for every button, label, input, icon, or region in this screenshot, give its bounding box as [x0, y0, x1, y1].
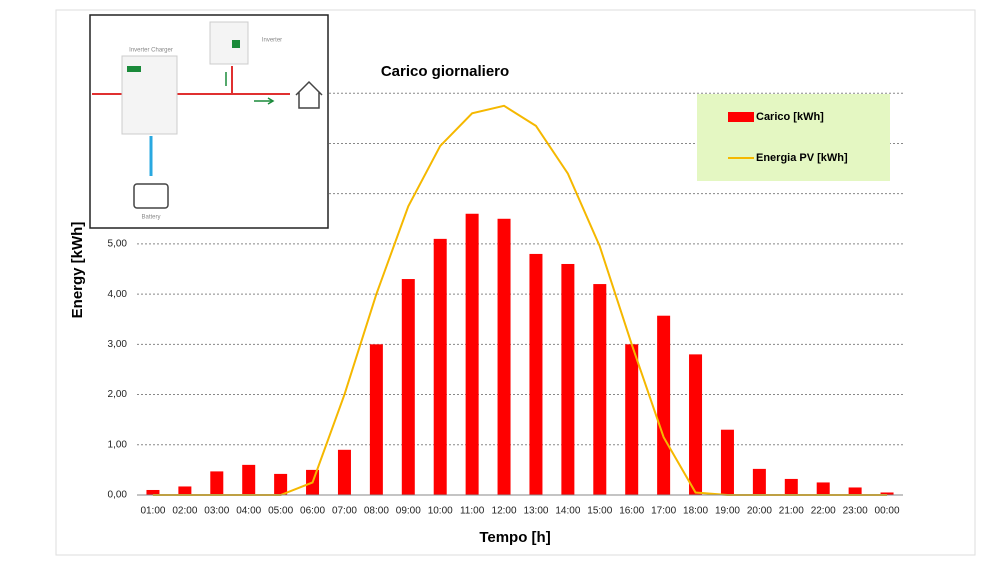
x-tick-label: 20:00	[747, 506, 772, 517]
y-tick-label: 5,00	[108, 239, 128, 250]
bar	[369, 344, 383, 495]
x-tick-label: 21:00	[779, 506, 804, 517]
y-axis-title: Energy [kWh]	[69, 222, 86, 319]
legend-label: Energia PV [kWh]	[756, 152, 848, 164]
x-tick-label: 04:00	[236, 506, 261, 517]
bar	[848, 487, 862, 495]
bar	[689, 354, 703, 495]
bar	[816, 482, 830, 495]
inset-label: Battery	[141, 215, 160, 221]
bar	[178, 486, 192, 495]
x-tick-label: 03:00	[204, 506, 229, 517]
bar	[561, 263, 575, 495]
house-icon	[295, 80, 323, 109]
inverter-icon	[209, 21, 249, 65]
bar	[401, 279, 415, 495]
y-tick-label: 1,00	[108, 439, 128, 450]
arrow-head	[267, 97, 275, 105]
bar	[720, 429, 734, 495]
battery-icon	[133, 183, 169, 209]
legend-swatch	[728, 112, 754, 122]
legend-box	[697, 94, 890, 181]
bar	[337, 449, 351, 495]
chart-title: Carico giornaliero	[381, 63, 509, 80]
x-tick-label: 06:00	[300, 506, 325, 517]
x-tick-label: 23:00	[843, 506, 868, 517]
x-tick-label: 19:00	[715, 506, 740, 517]
x-tick-label: 11:00	[460, 506, 485, 517]
bar	[146, 489, 160, 495]
bar	[497, 218, 511, 495]
bar	[210, 471, 224, 495]
x-axis-title: Tempo [h]	[479, 529, 550, 546]
display-icon	[232, 40, 240, 48]
bar	[593, 284, 607, 495]
bar	[242, 464, 256, 495]
bar	[465, 213, 479, 495]
inset-label: Inverter Charger	[129, 48, 173, 54]
x-tick-label: 09:00	[396, 506, 421, 517]
x-tick-label: 07:00	[332, 506, 357, 517]
bar	[752, 468, 766, 495]
bar	[625, 344, 639, 495]
bar	[880, 492, 894, 495]
x-tick-label: 05:00	[268, 506, 293, 517]
x-tick-label: 00:00	[875, 506, 900, 517]
x-tick-label: 12:00	[492, 506, 517, 517]
x-tick-label: 18:00	[683, 506, 708, 517]
bar	[433, 238, 447, 495]
x-tick-label: 08:00	[364, 506, 389, 517]
legend-label: Carico [kWh]	[756, 111, 824, 123]
x-tick-label: 13:00	[523, 506, 548, 517]
y-tick-label: 3,00	[108, 339, 128, 350]
y-tick-label: 2,00	[108, 389, 128, 400]
display-icon	[127, 66, 141, 72]
x-tick-label: 17:00	[651, 506, 676, 517]
bar	[529, 253, 543, 495]
x-tick-label: 10:00	[428, 506, 453, 517]
x-tick-label: 01:00	[140, 506, 165, 517]
inset-diagram: Inverter Charger Inverter Battery	[89, 14, 329, 229]
x-tick-label: 14:00	[555, 506, 580, 517]
x-tick-label: 16:00	[619, 506, 644, 517]
x-tick-label: 15:00	[587, 506, 612, 517]
plot: 0,001,002,003,004,005,006,007,008,0001:0…	[108, 88, 903, 517]
x-tick-label: 02:00	[172, 506, 197, 517]
y-tick-label: 0,00	[108, 490, 128, 501]
bar	[274, 473, 288, 495]
bar	[784, 478, 798, 495]
bar	[657, 315, 671, 495]
legend: Carico [kWh] Energia PV [kWh]	[728, 111, 848, 164]
x-tick-label: 22:00	[811, 506, 836, 517]
inset-label: Inverter	[262, 38, 282, 44]
y-tick-label: 4,00	[108, 289, 128, 300]
